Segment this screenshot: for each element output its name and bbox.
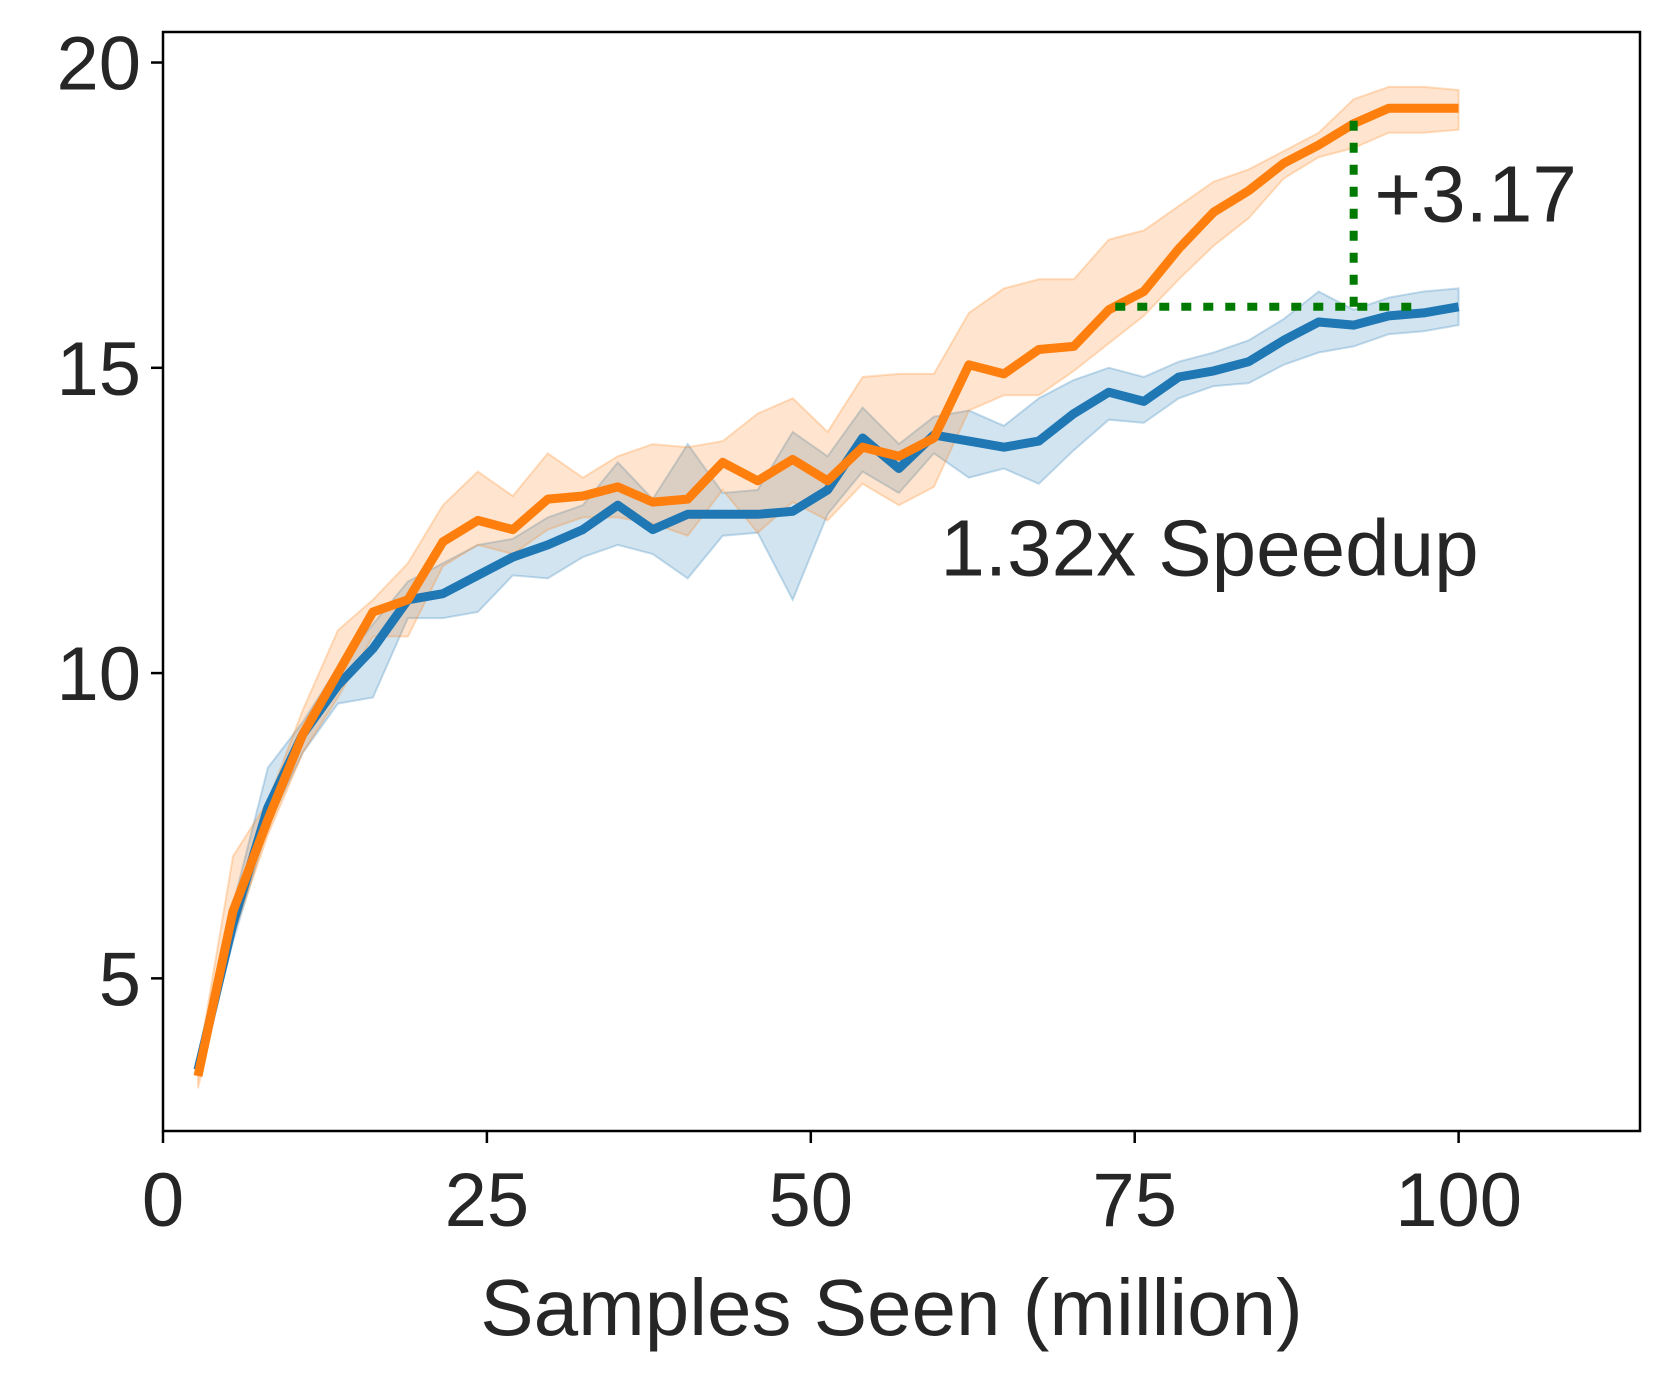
annotation-1: +3.17 [1374,149,1576,238]
x-tick-label: 0 [142,1158,184,1243]
y-tick-label: 15 [56,327,141,412]
y-tick-label: 5 [99,937,141,1022]
x-tick-label: 100 [1395,1158,1522,1243]
x-tick-label: 75 [1092,1158,1177,1243]
x-axis: 0 25 50 75 100 [142,1131,1522,1243]
x-tick-label: 50 [769,1158,854,1243]
y-tick-label: 10 [56,632,141,717]
series-line-1 [198,307,1459,1070]
confidence-band-1 [198,288,1459,1076]
x-axis-label: Samples Seen (million) [480,1263,1303,1352]
x-tick-label: 25 [445,1158,530,1243]
y-axis: 5 10 15 20 [56,22,163,1023]
y-tick-label: 20 [56,22,141,107]
annotation-2: 1.32x Speedup [940,503,1478,592]
